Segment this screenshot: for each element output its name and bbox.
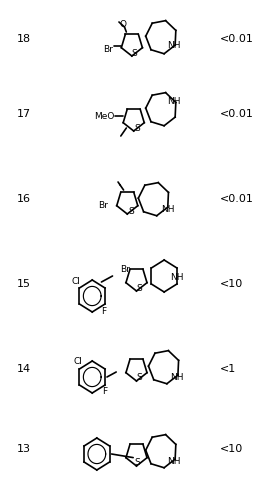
Text: NH: NH (167, 96, 181, 105)
Text: Br: Br (98, 202, 108, 211)
Text: <0.01: <0.01 (219, 109, 253, 119)
Text: O: O (119, 19, 126, 28)
Text: 13: 13 (17, 444, 31, 454)
Text: NH: NH (167, 40, 181, 49)
Text: S: S (135, 124, 140, 133)
Text: NH: NH (170, 273, 184, 282)
Text: Br: Br (103, 44, 113, 53)
Text: 14: 14 (17, 364, 31, 374)
Text: <0.01: <0.01 (219, 34, 253, 44)
Text: Br: Br (121, 265, 130, 274)
Text: Cl: Cl (71, 277, 80, 286)
Text: NH: NH (167, 457, 181, 466)
Text: S: S (136, 284, 142, 293)
Text: ·: · (118, 179, 122, 193)
Text: MeO: MeO (94, 111, 114, 120)
Text: <1: <1 (219, 364, 236, 374)
Text: 16: 16 (17, 194, 31, 204)
Text: 15: 15 (17, 279, 31, 289)
Text: S: S (128, 207, 134, 216)
Text: F: F (103, 387, 108, 396)
Text: <10: <10 (219, 444, 243, 454)
Text: S: S (135, 458, 140, 467)
Text: NH: NH (170, 372, 184, 382)
Text: S: S (136, 373, 142, 382)
Text: F: F (101, 306, 106, 315)
Text: NH: NH (161, 205, 175, 214)
Text: S: S (132, 49, 137, 58)
Text: 17: 17 (17, 109, 31, 119)
Text: <0.01: <0.01 (219, 194, 253, 204)
Text: Cl: Cl (73, 356, 82, 365)
Text: <10: <10 (219, 279, 243, 289)
Text: 18: 18 (17, 34, 31, 44)
